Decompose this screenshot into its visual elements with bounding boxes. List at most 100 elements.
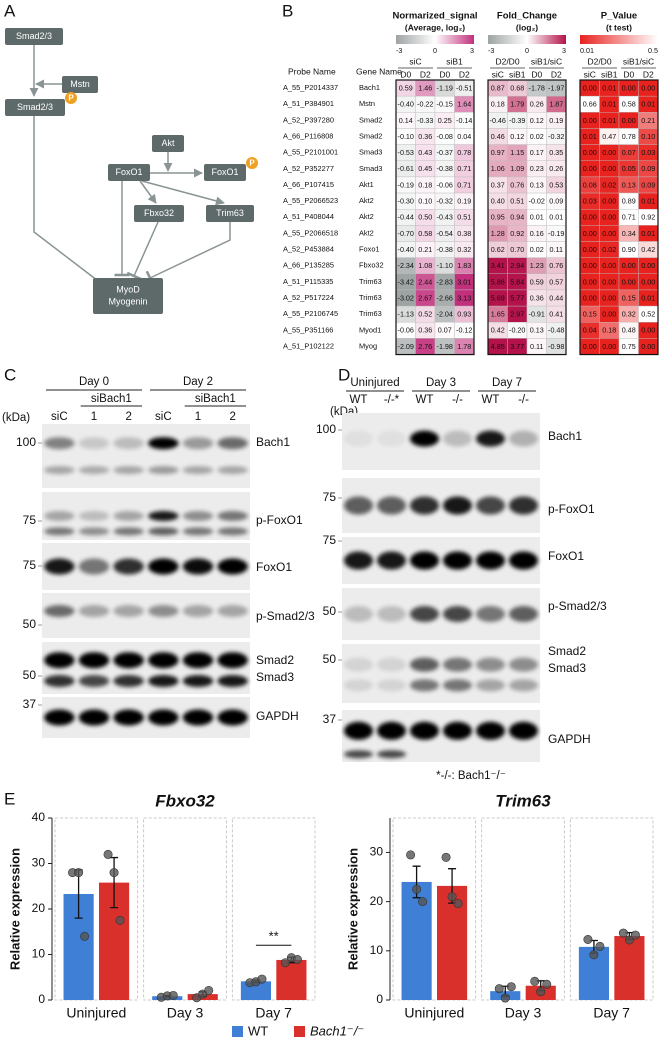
blot-band (475, 551, 506, 570)
lane-label: 2 (229, 411, 235, 423)
cell-value: 0.00 (622, 116, 636, 125)
cell-value: 0.07 (622, 148, 636, 157)
cell-value: 0.58 (622, 100, 636, 109)
probe-name: A_55_P2066518 (283, 228, 338, 237)
cell-value: 0.53 (549, 180, 563, 189)
blot-band (409, 657, 440, 672)
group-label: Uninjured (350, 377, 399, 389)
cell-value: 0.42 (491, 326, 505, 335)
cell-value: 0.00 (641, 277, 655, 286)
significance-label: ** (269, 929, 279, 944)
cell-value: 0.02 (602, 245, 616, 254)
cell-value: 0.00 (622, 83, 636, 92)
cell-value: -0.15 (437, 100, 453, 109)
cell-value: -0.19 (398, 180, 414, 189)
panel-letter: B (282, 1, 293, 20)
probe-name: A_55_P351166 (283, 325, 333, 334)
cell-value: 5.84 (510, 277, 524, 286)
blot-band (217, 437, 248, 450)
blot-band (508, 721, 539, 740)
gene-name: Bach1 (359, 83, 380, 92)
blot-band (78, 558, 110, 575)
blot-band (343, 679, 374, 692)
column-label: D0 (623, 69, 634, 79)
blot-band (44, 511, 75, 521)
cell-value: 0.13 (530, 180, 544, 189)
legend-label: WT (248, 1023, 268, 1038)
cell-value: 0.36 (530, 293, 544, 302)
cell-value: 0.00 (583, 342, 597, 351)
data-point (542, 979, 552, 989)
blot-band (475, 430, 506, 447)
cell-value: 0.12 (510, 132, 524, 141)
cell-value: 0.00 (602, 310, 616, 319)
cell-value: -2.83 (437, 277, 453, 286)
y-axis-label: Relative expression (7, 848, 22, 970)
edge (145, 222, 231, 286)
group-label: Day 3 (426, 377, 456, 389)
cell-value: -0.08 (437, 132, 453, 141)
subgroup-label: D2/D0 (495, 56, 519, 66)
cell-value: 0.51 (510, 197, 524, 206)
cell-value: 0.87 (491, 83, 505, 92)
blot-label: FoxO1 (256, 560, 292, 574)
cell-value: -0.40 (398, 100, 414, 109)
cell-value: 0.00 (583, 245, 597, 254)
node-label: FoxO1 (115, 167, 142, 177)
cell-value: 1.87 (549, 100, 563, 109)
blot-band (475, 721, 506, 740)
cell-value: 0.00 (622, 277, 636, 286)
cell-value: -0.12 (456, 326, 472, 335)
data-point (447, 892, 457, 902)
cell-value: -1.10 (437, 261, 453, 270)
cell-value: 0.41 (549, 310, 563, 319)
y-tick-label: 20 (370, 894, 384, 908)
cell-value: 0.19 (549, 116, 563, 125)
cell-value: -2.34 (398, 261, 414, 270)
cell-value: 0.50 (418, 213, 432, 222)
cell-value: 0.92 (510, 229, 524, 238)
lane-label: -/- (518, 394, 529, 406)
kda-marker: 50 (23, 617, 37, 631)
blot-band (508, 430, 539, 447)
blot-band (508, 657, 539, 672)
cell-value: 0.00 (641, 83, 655, 92)
blot-band (508, 679, 539, 692)
blot-label: p-FoxO1 (548, 502, 595, 516)
data-point (103, 849, 113, 859)
cell-value: 0.89 (622, 197, 636, 206)
colorbar-tick: -3 (488, 46, 494, 55)
blot-band (78, 675, 110, 687)
data-point (494, 984, 504, 994)
blot-label: FoxO1 (548, 549, 584, 563)
blot-band (376, 750, 407, 759)
blot-strip (342, 588, 540, 640)
data-point (292, 955, 302, 965)
blot-band (44, 652, 75, 669)
colorbar-tick: 0.01 (580, 46, 594, 55)
cell-value: 1.28 (491, 229, 505, 238)
kda-marker: 75 (23, 513, 37, 527)
cell-value: 0.32 (457, 245, 471, 254)
subgroup-label: siB1/siC (531, 56, 562, 66)
cell-value: 0.04 (583, 326, 597, 335)
node-label: Akt (161, 138, 175, 148)
cell-value: 0.26 (549, 164, 563, 173)
lane-label: WT (350, 394, 368, 406)
data-point (583, 934, 593, 944)
blot-band (148, 527, 179, 536)
column-label: D0 (439, 69, 450, 79)
panel-letter: E (4, 789, 15, 808)
cell-value: 0.52 (418, 310, 432, 319)
cell-value: 1.83 (457, 261, 471, 270)
group-label: Day 0 (79, 376, 109, 388)
cell-value: 5.86 (491, 277, 505, 286)
group-subtitle: (Average, log₂) (405, 22, 465, 32)
cell-value: 0.93 (457, 310, 471, 319)
column-label: siC (492, 69, 504, 79)
blot-band (113, 437, 144, 450)
blot-label: p-Smad2/3 (548, 599, 607, 613)
y-tick-label: 40 (32, 810, 46, 824)
edge (139, 180, 157, 204)
